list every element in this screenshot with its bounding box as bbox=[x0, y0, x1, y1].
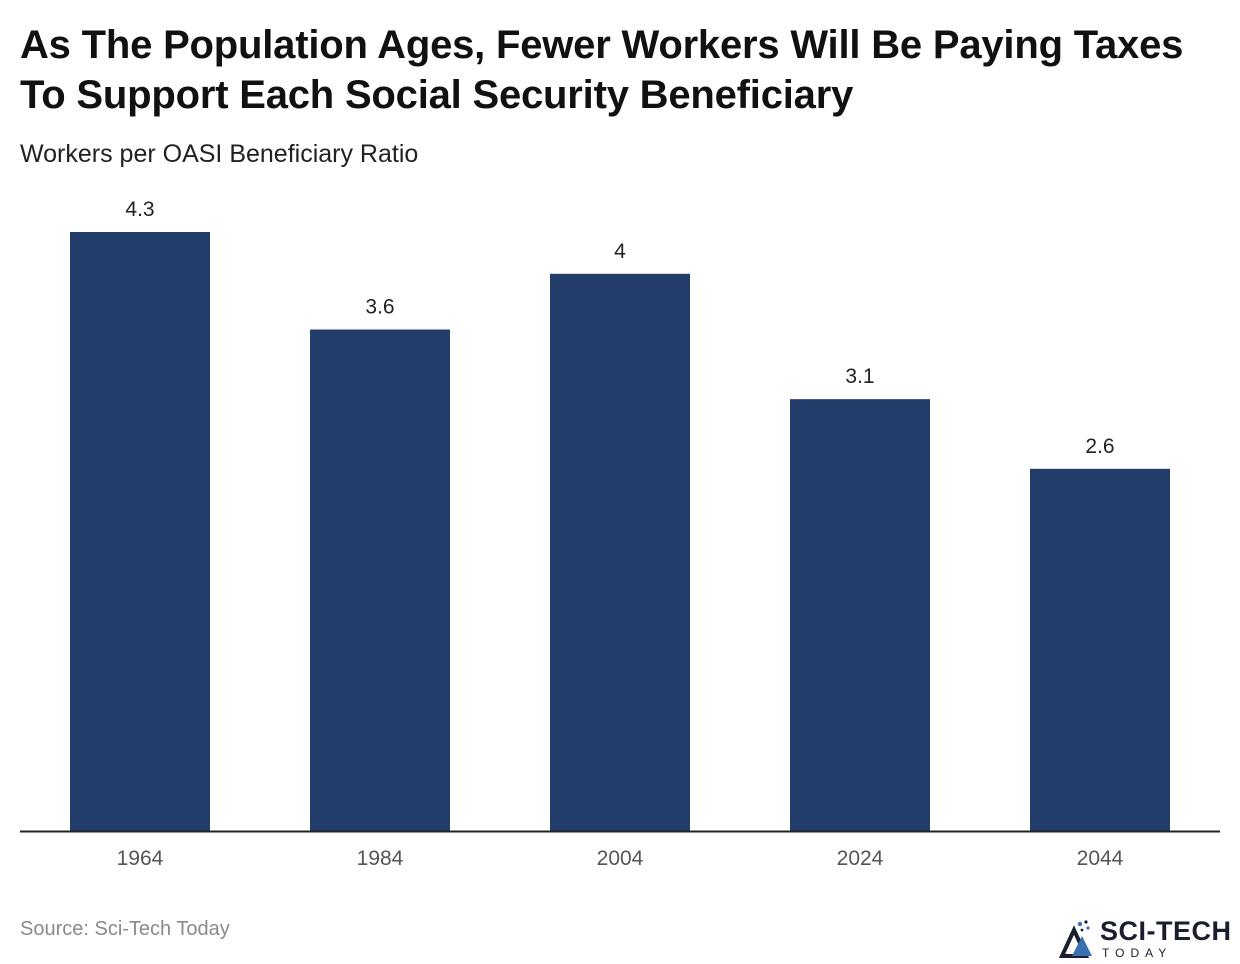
data-label-2044: 2.6 bbox=[1085, 435, 1114, 458]
chart-title: As The Population Ages, Fewer Workers Wi… bbox=[20, 23, 1184, 117]
x-tick-label-2004: 2004 bbox=[597, 847, 644, 870]
logo-mark-icon bbox=[1058, 920, 1092, 958]
x-tick-label-2044: 2044 bbox=[1077, 847, 1124, 870]
bar-1964 bbox=[70, 232, 210, 831]
x-tick-label-2024: 2024 bbox=[837, 847, 884, 870]
data-label-2024: 3.1 bbox=[845, 365, 874, 388]
data-label-2004: 4 bbox=[614, 240, 626, 263]
bar-2044 bbox=[1030, 468, 1170, 831]
bar-chart: 4.3 1964 3.6 1984 4 2004 3.1 2024 2.6 2044 bbox=[20, 198, 1220, 870]
source-note: Source: Sci-Tech Today bbox=[20, 918, 230, 940]
logo-tagline: TODAY bbox=[1102, 946, 1173, 960]
data-label-1984: 3.6 bbox=[365, 296, 394, 319]
logo-name: SCI-TECH bbox=[1100, 916, 1232, 946]
x-tick-label-1984: 1984 bbox=[357, 847, 404, 870]
data-label-1964: 4.3 bbox=[125, 198, 154, 221]
x-tick-label-1964: 1964 bbox=[117, 847, 164, 870]
chart-subtitle: Workers per OASI Beneficiary Ratio bbox=[20, 140, 419, 168]
bar-2004 bbox=[550, 273, 690, 831]
brand-logo: SCI-TECH TODAY bbox=[1058, 916, 1236, 964]
bar-2024 bbox=[790, 399, 930, 831]
bar-1984 bbox=[310, 329, 450, 831]
